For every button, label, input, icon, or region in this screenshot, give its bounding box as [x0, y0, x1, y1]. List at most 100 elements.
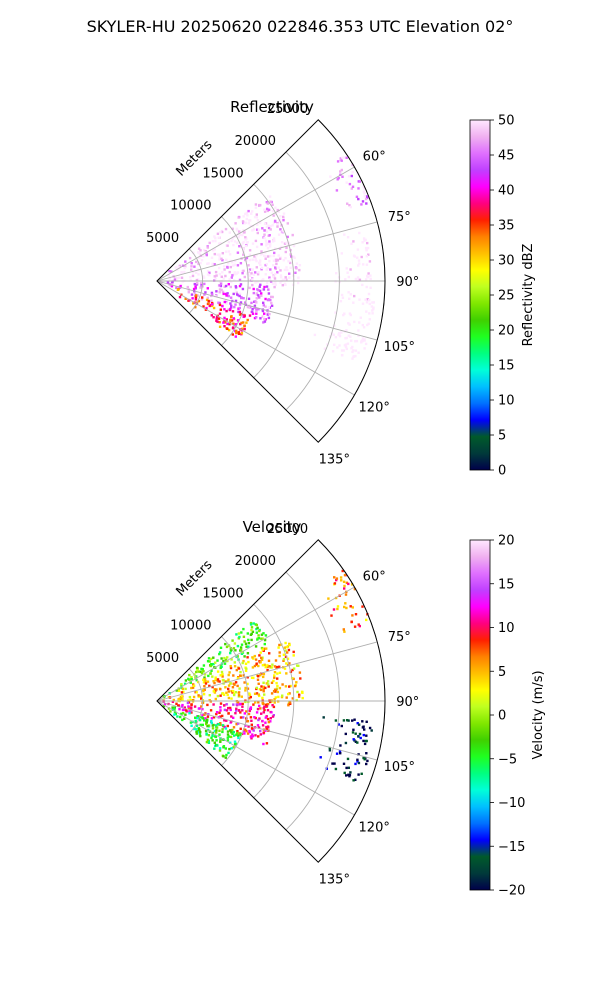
echo-gate: [350, 242, 353, 245]
echo-gate: [204, 682, 208, 685]
echo-gate: [241, 705, 244, 708]
echo-gate: [264, 686, 267, 690]
echo-gate: [276, 225, 279, 228]
echo-gate: [194, 285, 197, 288]
echo-gate: [282, 212, 286, 215]
echo-gate: [180, 686, 183, 690]
echo-gate: [224, 686, 227, 689]
echo-gate: [264, 239, 268, 242]
echo-gate: [210, 669, 213, 672]
echo-gate: [234, 303, 237, 306]
echo-gate: [229, 651, 232, 655]
echo-gate: [190, 676, 193, 679]
echo-gate: [274, 247, 277, 250]
echo-gate: [229, 666, 233, 670]
echo-gate: [251, 310, 254, 313]
echo-gate: [177, 689, 181, 692]
azimuth-gridline: [156, 700, 355, 816]
echo-gate: [278, 671, 282, 674]
echo-gate: [354, 613, 358, 616]
echo-gate: [224, 321, 227, 324]
echo-gate: [232, 689, 235, 693]
echo-gate: [276, 690, 279, 694]
echo-gate: [254, 239, 258, 243]
echo-gate: [259, 253, 263, 256]
echo-gate: [262, 304, 265, 307]
echo-gate: [264, 257, 267, 260]
echo-gate: [286, 657, 290, 660]
echo-gate: [238, 294, 241, 298]
echo-gate: [255, 254, 258, 257]
echo-gate: [357, 197, 360, 201]
echo-gate: [244, 689, 247, 692]
echo-gate: [257, 682, 260, 685]
echo-gate: [197, 273, 200, 276]
echo-gate: [238, 230, 241, 233]
echo-gate: [368, 302, 371, 306]
echo-gate: [261, 656, 264, 659]
echo-gate: [233, 661, 236, 664]
range-tick-label: 25000: [267, 522, 308, 537]
echo-gate: [349, 205, 352, 209]
echo-gate: [222, 755, 225, 758]
echo-gate: [193, 705, 197, 708]
echo-gate: [354, 740, 358, 743]
echo-gate: [239, 734, 242, 737]
echo-gate: [340, 293, 344, 297]
echo-gate: [277, 254, 280, 257]
echo-gate: [221, 714, 224, 718]
echo-gate: [372, 307, 375, 311]
colorbar-tick-label: 25: [498, 289, 515, 304]
echo-gate: [188, 695, 192, 699]
echo-gate: [250, 269, 254, 272]
echo-gate: [354, 778, 357, 781]
echo-gate: [229, 318, 232, 322]
echo-gate: [345, 766, 348, 770]
echo-gate: [224, 680, 227, 683]
echo-gate: [203, 248, 206, 252]
echo-gate: [272, 264, 275, 267]
echo-gate: [186, 285, 189, 289]
echo-gate: [362, 739, 365, 743]
echo-gate: [225, 302, 228, 305]
echo-gate: [247, 221, 251, 225]
echo-gate: [356, 758, 359, 761]
echo-gate: [257, 693, 260, 696]
echo-gate: [322, 716, 325, 719]
echo-gate: [219, 706, 222, 709]
echo-gate: [351, 345, 354, 349]
echo-gate: [353, 355, 356, 358]
echo-gate: [177, 704, 180, 707]
echo-gate: [264, 305, 267, 308]
echo-gate: [351, 185, 355, 188]
echo-gate: [242, 674, 245, 677]
echo-gate: [222, 745, 226, 748]
echo-gate: [254, 645, 258, 648]
echo-gate: [227, 283, 230, 286]
echo-gate: [234, 299, 238, 303]
echo-gate: [180, 691, 184, 694]
echo-gate: [238, 687, 241, 690]
echo-gate: [228, 321, 232, 324]
echo-gate: [245, 211, 249, 215]
echo-gate: [218, 291, 221, 294]
echo-gate: [218, 312, 222, 315]
echo-gate: [181, 698, 184, 701]
echo-gate: [279, 215, 282, 218]
echo-gate: [339, 576, 343, 579]
azimuth-tick-label: 60°: [363, 150, 386, 165]
echo-gate: [221, 730, 224, 734]
echo-gate: [192, 695, 196, 699]
echo-gate: [365, 734, 368, 737]
echo-gate: [209, 672, 212, 675]
echo-gate: [270, 666, 274, 669]
echo-gate: [296, 664, 299, 667]
echo-gate: [260, 646, 264, 650]
echo-gate: [273, 671, 277, 674]
echo-gate: [284, 649, 287, 652]
echo-gate: [365, 739, 368, 743]
echo-gate: [234, 681, 238, 684]
echo-gate: [233, 240, 237, 243]
echo-gate: [236, 730, 239, 733]
echo-gate: [265, 647, 268, 650]
